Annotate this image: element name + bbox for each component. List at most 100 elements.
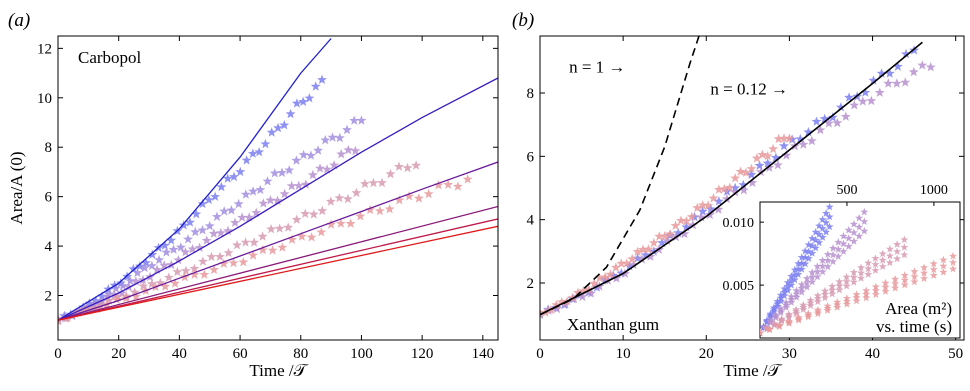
inset-data-point bbox=[760, 328, 764, 337]
data-point bbox=[583, 284, 594, 294]
data-point bbox=[222, 173, 233, 183]
y-tick-label: 6 bbox=[45, 190, 53, 206]
data-point bbox=[128, 263, 139, 274]
data-point bbox=[697, 200, 708, 210]
inset-data-point bbox=[849, 228, 858, 237]
data-point bbox=[240, 189, 251, 199]
model-curve bbox=[540, 36, 700, 316]
data-point bbox=[819, 113, 830, 123]
data-point bbox=[411, 160, 421, 170]
inset-data-point bbox=[835, 281, 844, 290]
data-point bbox=[605, 269, 616, 279]
data-point bbox=[317, 205, 328, 216]
data-point bbox=[212, 211, 222, 221]
inset-data-point bbox=[815, 221, 824, 230]
data-point bbox=[228, 257, 239, 268]
data-point bbox=[129, 287, 140, 297]
data-point bbox=[185, 217, 195, 227]
data-point bbox=[611, 262, 621, 272]
data-point bbox=[377, 177, 387, 188]
data-point bbox=[413, 193, 424, 203]
inset-data-point bbox=[842, 300, 851, 308]
data-point bbox=[891, 78, 902, 88]
data-point bbox=[72, 307, 83, 317]
inset-data-point bbox=[813, 262, 822, 270]
data-point bbox=[237, 212, 247, 222]
data-point bbox=[676, 215, 686, 225]
inset-data-point bbox=[878, 262, 887, 270]
data-point bbox=[350, 145, 361, 156]
data-point bbox=[730, 187, 741, 197]
inset-x-tick-label: 500 bbox=[836, 183, 857, 198]
data-point bbox=[578, 285, 589, 296]
data-point bbox=[190, 226, 201, 237]
inset-data-point bbox=[818, 224, 827, 232]
data-point bbox=[110, 283, 121, 293]
data-point bbox=[219, 206, 230, 216]
data-point bbox=[191, 209, 202, 219]
inset-data-point bbox=[842, 281, 851, 290]
y-tick-label: 4 bbox=[527, 213, 535, 229]
data-point bbox=[594, 273, 605, 283]
inset-data-point bbox=[857, 274, 865, 282]
panel-a-axes-frame bbox=[57, 35, 499, 341]
inset-data-point bbox=[857, 268, 865, 277]
inset-data-point bbox=[939, 255, 948, 264]
data-point bbox=[356, 115, 367, 125]
data-point bbox=[291, 155, 302, 165]
data-point bbox=[115, 278, 126, 288]
inset-data-point bbox=[765, 325, 774, 334]
data-point bbox=[134, 261, 145, 271]
data-point bbox=[183, 234, 193, 244]
data-point bbox=[342, 124, 352, 135]
inset-data-point bbox=[803, 278, 811, 287]
inset-data-point bbox=[813, 309, 822, 318]
inset-data-point bbox=[949, 251, 957, 260]
data-point bbox=[423, 188, 434, 199]
inset-data-point bbox=[878, 249, 887, 258]
data-point bbox=[917, 60, 928, 70]
model-curve bbox=[58, 77, 498, 321]
panel-b-label: (b) bbox=[512, 10, 534, 31]
inset-data-point bbox=[801, 253, 810, 261]
inset-data-point bbox=[794, 259, 803, 268]
data-point bbox=[764, 162, 775, 172]
panel-a-plot-area bbox=[58, 38, 498, 326]
inset-data-point bbox=[813, 267, 822, 276]
inset-data-point bbox=[844, 242, 853, 250]
data-point bbox=[147, 260, 157, 271]
data-point bbox=[131, 291, 141, 301]
inset-data-point bbox=[849, 273, 858, 281]
data-point bbox=[768, 143, 779, 154]
data-point bbox=[844, 92, 854, 102]
data-point bbox=[230, 217, 240, 227]
inset-data-point bbox=[862, 293, 871, 302]
data-point bbox=[868, 75, 879, 85]
inset-data-point bbox=[835, 277, 844, 286]
data-point bbox=[296, 231, 307, 241]
inset-data-point bbox=[825, 212, 834, 221]
data-point bbox=[738, 185, 749, 195]
inset-data-point bbox=[891, 279, 900, 288]
data-point bbox=[154, 254, 165, 265]
inset-ticks: 500 1000 0.005 0.010 bbox=[723, 183, 948, 294]
inset-data-point bbox=[839, 247, 848, 255]
data-point bbox=[345, 218, 356, 228]
data-point bbox=[832, 117, 843, 128]
panel-a-x-axis-label: Time /𝒯 bbox=[249, 361, 308, 380]
data-point bbox=[621, 258, 632, 268]
data-point bbox=[708, 193, 719, 203]
inset-data-point bbox=[822, 218, 831, 227]
data-point bbox=[283, 222, 294, 232]
data-point bbox=[798, 139, 809, 149]
data-point bbox=[285, 108, 296, 119]
data-point bbox=[102, 292, 113, 302]
inset-data-point bbox=[811, 228, 820, 236]
data-point bbox=[248, 186, 258, 196]
data-point bbox=[103, 288, 114, 299]
data-point bbox=[404, 191, 415, 201]
data-point bbox=[138, 281, 149, 291]
data-point bbox=[92, 303, 102, 314]
data-point bbox=[688, 220, 698, 230]
inset-data-point bbox=[852, 296, 861, 305]
